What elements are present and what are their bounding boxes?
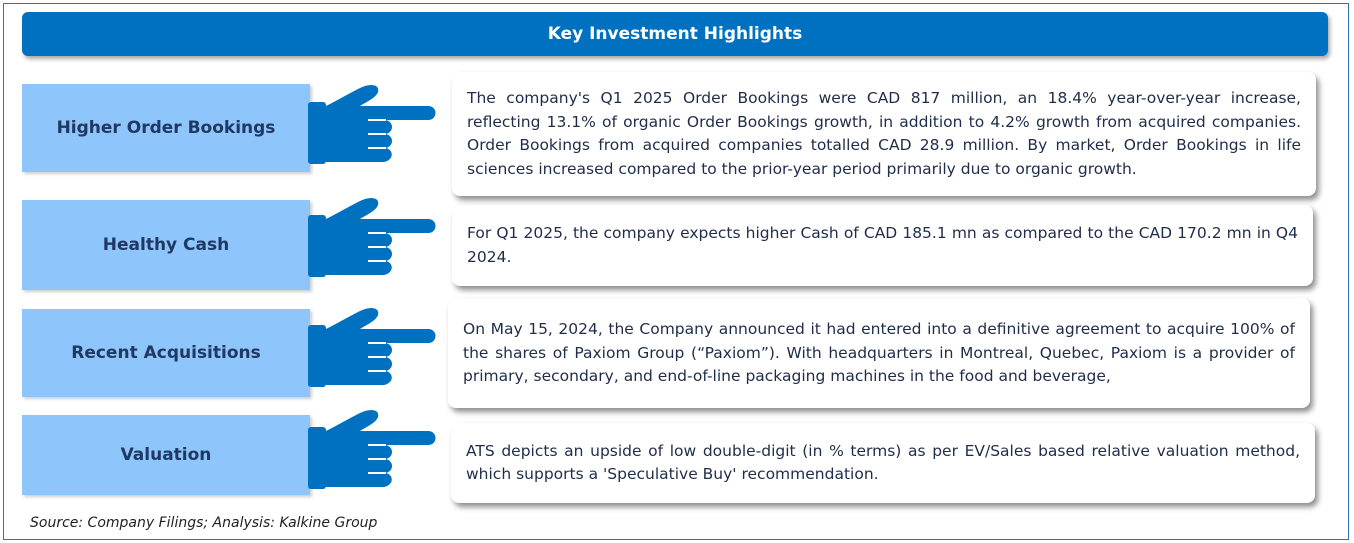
hand-icon [308, 83, 437, 165]
header-title: Key Investment Highlights [22, 12, 1328, 56]
row-label: Recent Acquisitions [22, 309, 310, 397]
row-text-box: On May 15, 2024, the Company announced i… [448, 298, 1310, 408]
row-text-box: The company's Q1 2025 Order Bookings wer… [452, 72, 1316, 196]
frame [3, 3, 1349, 540]
hand-icon [308, 196, 437, 278]
row-text: ATS depicts an upside of low double-digi… [466, 441, 1300, 484]
row-text: The company's Q1 2025 Order Bookings wer… [467, 89, 1301, 178]
row-text-box: For Q1 2025, the company expects higher … [452, 205, 1313, 286]
source-note: Source: Company Filings; Analysis: Kalki… [30, 515, 378, 531]
row-label: Healthy Cash [22, 200, 310, 290]
row-text: For Q1 2025, the company expects higher … [467, 224, 1298, 266]
row-text-box: ATS depicts an upside of low double-digi… [451, 423, 1315, 503]
row-label: Higher Order Bookings [22, 84, 310, 172]
row-label: Valuation [22, 415, 310, 495]
hand-icon [308, 306, 437, 388]
hand-icon [308, 408, 437, 490]
row-text: On May 15, 2024, the Company announced i… [463, 320, 1295, 385]
